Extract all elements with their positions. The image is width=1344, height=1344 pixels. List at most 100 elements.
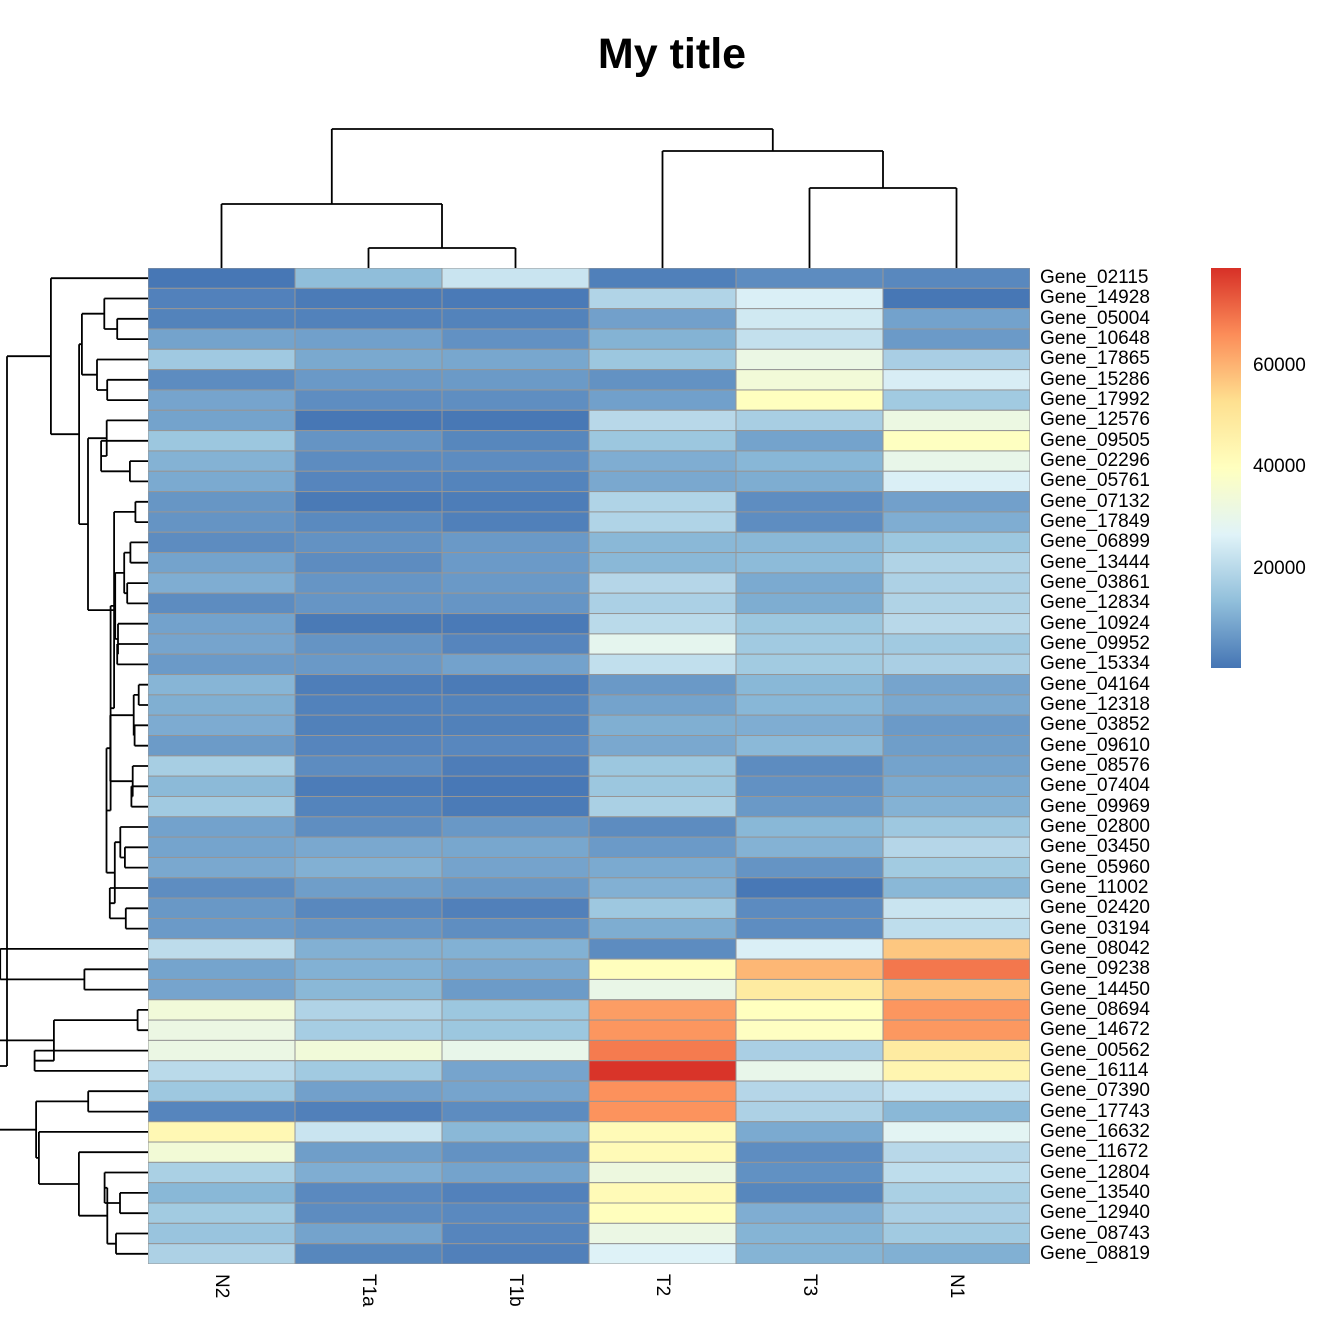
heatmap-cell: [441, 1080, 590, 1102]
heatmap-cell: [148, 755, 296, 777]
heatmap-cell: [294, 1222, 443, 1245]
heatmap-cell: [294, 511, 443, 533]
heatmap-cell: [882, 999, 1030, 1021]
heatmap-cell: [294, 389, 443, 411]
row-label: Gene_12576: [1040, 409, 1150, 431]
heatmap-cell: [882, 531, 1030, 554]
heatmap-cell: [882, 714, 1030, 737]
heatmap-cell: [441, 552, 590, 574]
heatmap-cell: [588, 268, 737, 289]
heatmap-cell: [735, 409, 884, 432]
heatmap-cell: [441, 1100, 590, 1123]
heatmap-cell: [294, 531, 443, 554]
heatmap-cell: [882, 755, 1030, 777]
heatmap-cell: [588, 1182, 737, 1204]
heatmap-cell: [441, 287, 590, 310]
heatmap-cell: [148, 450, 296, 472]
heatmap-cell: [441, 592, 590, 615]
heatmap-cell: [441, 491, 590, 513]
heatmap-cell: [294, 592, 443, 615]
heatmap-cell: [588, 856, 737, 879]
heatmap-cell: [735, 735, 884, 757]
heatmap-cell: [735, 328, 884, 350]
heatmap-cell: [441, 938, 590, 960]
heatmap-cell: [148, 409, 296, 432]
heatmap-cell: [441, 328, 590, 350]
heatmap-cell: [294, 1100, 443, 1123]
row-label: Gene_13444: [1040, 551, 1150, 573]
column-label: T2: [651, 1274, 673, 1297]
row-label: Gene_04164: [1040, 673, 1150, 695]
heatmap-cell: [588, 816, 737, 838]
heatmap-cell: [882, 978, 1030, 1001]
heatmap-cell: [588, 755, 737, 777]
heatmap-cell: [148, 592, 296, 615]
row-label: Gene_05960: [1040, 856, 1150, 878]
heatmap-cell: [294, 755, 443, 777]
heatmap-cell: [294, 369, 443, 391]
heatmap-cell: [148, 430, 296, 452]
heatmap-cell: [148, 1080, 296, 1102]
heatmap-cell: [735, 897, 884, 919]
heatmap-cell: [882, 1039, 1030, 1062]
heatmap-cell: [588, 1100, 737, 1123]
heatmap-cell: [294, 1141, 443, 1163]
heatmap-cell: [882, 1100, 1030, 1123]
heatmap-cell: [441, 470, 590, 493]
heatmap-cell: [294, 897, 443, 919]
heatmap-cell: [148, 1121, 296, 1143]
heatmap-cell: [735, 938, 884, 960]
colorbar-tick-label: 40000: [1253, 456, 1306, 478]
heatmap-cell: [882, 877, 1030, 899]
heatmap-cell: [882, 450, 1030, 472]
column-label: T1a: [357, 1274, 379, 1307]
heatmap-cell: [148, 917, 296, 940]
heatmap-cell: [148, 674, 296, 696]
heatmap-cell: [882, 917, 1030, 940]
heatmap-cell: [882, 1202, 1030, 1224]
row-label: Gene_09969: [1040, 795, 1150, 817]
heatmap-cell: [441, 714, 590, 737]
heatmap-cell: [882, 592, 1030, 615]
heatmap-cell: [588, 511, 737, 533]
row-label: Gene_08743: [1040, 1222, 1150, 1244]
heatmap-cell: [148, 1222, 296, 1245]
heatmap-cell: [735, 511, 884, 533]
heatmap-cell: [148, 552, 296, 574]
heatmap-cell: [588, 450, 737, 472]
row-label: Gene_02115: [1040, 267, 1149, 289]
heatmap-cell: [735, 369, 884, 391]
heatmap-cell: [294, 268, 443, 289]
heatmap-cell: [882, 491, 1030, 513]
heatmap-cell: [735, 491, 884, 513]
row-label: Gene_05761: [1040, 470, 1150, 492]
row-label: Gene_17992: [1040, 389, 1150, 411]
heatmap-cell: [735, 268, 884, 289]
heatmap-cell: [882, 897, 1030, 919]
row-dendrogram: [0, 277, 148, 1255]
row-label: Gene_02420: [1040, 897, 1150, 919]
heatmap-cell: [735, 999, 884, 1021]
heatmap-cell: [588, 409, 737, 432]
heatmap-cell: [294, 613, 443, 635]
heatmap-cell: [148, 653, 296, 676]
heatmap-cell: [588, 1222, 737, 1245]
heatmap-cell: [882, 795, 1030, 818]
heatmap-cell: [588, 694, 737, 716]
heatmap-cell: [441, 308, 590, 330]
heatmap-cell: [588, 1141, 737, 1163]
heatmap-cell: [441, 1202, 590, 1224]
heatmap-cell: [294, 836, 443, 858]
heatmap-cell: [588, 1039, 737, 1062]
column-dendrogram-lines: [220, 128, 958, 268]
heatmap-cell: [294, 348, 443, 371]
heatmap-cell: [441, 348, 590, 371]
heatmap-cell: [735, 877, 884, 899]
column-label: T3: [798, 1274, 820, 1297]
heatmap-cell: [294, 1243, 443, 1264]
heatmap-cell: [148, 795, 296, 818]
heatmap-grid: [148, 268, 1030, 1264]
row-label: Gene_10648: [1040, 328, 1150, 350]
heatmap-cell: [148, 1202, 296, 1224]
page-title: My title: [597, 30, 747, 78]
